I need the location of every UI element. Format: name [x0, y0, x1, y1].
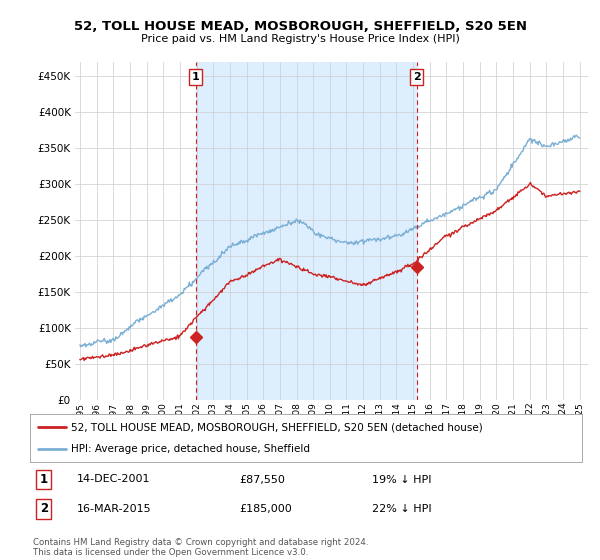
- Text: 1: 1: [192, 72, 200, 82]
- Text: 2: 2: [40, 502, 48, 515]
- Text: 19% ↓ HPI: 19% ↓ HPI: [372, 474, 432, 484]
- Text: 22% ↓ HPI: 22% ↓ HPI: [372, 504, 432, 514]
- Bar: [196, 62, 416, 400]
- Text: £185,000: £185,000: [240, 504, 293, 514]
- Text: 2: 2: [413, 72, 421, 82]
- Text: £87,550: £87,550: [240, 474, 286, 484]
- Text: HPI: Average price, detached house, Sheffield: HPI: Average price, detached house, Shef…: [71, 444, 310, 454]
- Text: 52, TOLL HOUSE MEAD, MOSBOROUGH, SHEFFIELD, S20 5EN (detached house): 52, TOLL HOUSE MEAD, MOSBOROUGH, SHEFFIE…: [71, 422, 483, 432]
- Text: 14-DEC-2001: 14-DEC-2001: [77, 474, 151, 484]
- Text: Contains HM Land Registry data © Crown copyright and database right 2024.
This d: Contains HM Land Registry data © Crown c…: [33, 538, 368, 557]
- Text: 1: 1: [40, 473, 48, 486]
- Text: 16-MAR-2015: 16-MAR-2015: [77, 504, 152, 514]
- Text: 52, TOLL HOUSE MEAD, MOSBOROUGH, SHEFFIELD, S20 5EN: 52, TOLL HOUSE MEAD, MOSBOROUGH, SHEFFIE…: [74, 20, 527, 32]
- Text: Price paid vs. HM Land Registry's House Price Index (HPI): Price paid vs. HM Land Registry's House …: [140, 34, 460, 44]
